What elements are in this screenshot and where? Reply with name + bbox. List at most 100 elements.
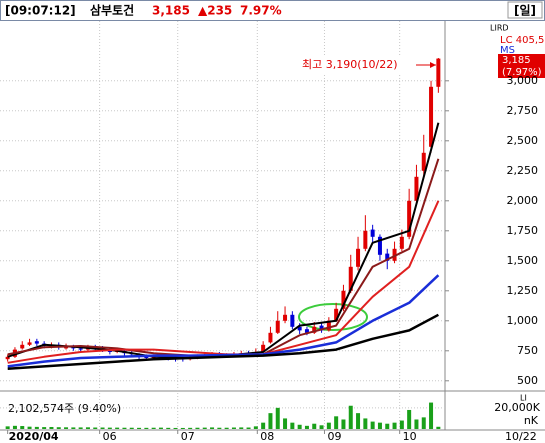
volume-bar <box>304 425 309 429</box>
candle-body <box>356 248 361 267</box>
volume-bar <box>5 426 10 429</box>
volume-bar <box>334 416 339 429</box>
volume-bar <box>275 407 280 429</box>
lc-label: LC 405,5 <box>500 35 544 46</box>
volume-bar <box>312 423 317 429</box>
candle-body <box>334 308 339 321</box>
y-tick-label: 2,250 <box>507 164 539 177</box>
header-price: 3,185 <box>152 4 190 18</box>
moving-average <box>7 313 439 371</box>
candle-body <box>297 326 302 331</box>
volume-bar <box>202 427 207 429</box>
candle-body <box>399 236 404 249</box>
volume-bar <box>180 427 185 429</box>
volume-bar <box>56 427 61 429</box>
candle-body <box>348 266 353 291</box>
volume-bar <box>392 422 397 429</box>
volume-bar <box>166 427 171 429</box>
period-label[interactable]: [일] <box>514 4 536 18</box>
candle-body <box>312 326 317 333</box>
volume-box-label: LI <box>520 394 527 403</box>
badge-price: 3,185 <box>502 55 531 66</box>
indicator-label: LIRD <box>490 24 509 33</box>
volume-bar <box>399 420 404 429</box>
x-tick-label: 07 <box>181 430 195 443</box>
y-tick-label: 750 <box>517 344 538 357</box>
volume-bar <box>224 427 229 429</box>
header-change: ▲235 <box>198 4 232 18</box>
volume-bar <box>137 427 142 429</box>
volume-bar <box>348 405 353 429</box>
volume-bar <box>363 418 368 429</box>
volume-bar <box>78 427 83 429</box>
volume-bar <box>370 421 375 429</box>
volume-bar <box>144 427 149 429</box>
period-button[interactable] <box>507 1 543 19</box>
volume-bar <box>341 419 346 429</box>
volume-bar <box>421 417 426 429</box>
y-tick-label: 500 <box>517 374 538 387</box>
x-tick-label: 10 <box>403 430 417 443</box>
volume-bar <box>34 426 39 429</box>
volume-bar <box>27 426 32 429</box>
annotation: 최고 3,190(10/22) <box>302 58 398 71</box>
volume-bar <box>64 427 69 429</box>
candle-body <box>429 86 434 147</box>
volume-bar <box>246 427 251 429</box>
candle-body <box>290 314 295 327</box>
y-tick-label: 1,000 <box>507 314 539 327</box>
volume-bar <box>253 426 258 429</box>
header-change-pct: 7.97% <box>240 4 282 18</box>
candle-body <box>414 176 419 201</box>
volume-bar <box>122 427 127 429</box>
candle-body <box>407 200 412 237</box>
candle-body <box>421 152 426 171</box>
volume-bar <box>85 427 90 429</box>
volume-bar <box>239 427 244 429</box>
candle-body <box>261 344 266 352</box>
volume-bar <box>107 427 112 429</box>
candle-body <box>319 325 324 331</box>
annotation-arrowhead <box>430 62 436 68</box>
highlight-ellipse <box>298 303 368 331</box>
x-tick-label: 09 <box>327 430 341 443</box>
volume-bar <box>297 424 302 429</box>
volume-bar <box>407 409 412 429</box>
volume-bar <box>158 427 163 429</box>
volume-bar <box>151 427 156 429</box>
volume-bar <box>283 418 288 429</box>
volume-bar <box>326 422 331 429</box>
y-tick-label: 1,750 <box>507 224 539 237</box>
candle-body <box>268 332 273 343</box>
volume-bar <box>290 422 295 429</box>
volume-bar <box>93 427 98 429</box>
candle-body <box>20 344 25 349</box>
volume-bar <box>377 422 382 429</box>
price-badge <box>498 54 545 78</box>
candle-body <box>304 329 309 333</box>
volume-bar <box>100 427 105 429</box>
volume-bar <box>356 413 361 429</box>
volume-label: 2,102,574주 (9.40%) <box>8 402 121 415</box>
volume-unit: nK <box>524 414 539 427</box>
candle-body <box>144 356 149 358</box>
y-tick-label: 2,500 <box>507 134 539 147</box>
candle-body <box>341 290 346 309</box>
volume-bar <box>268 413 273 429</box>
candle-body <box>377 236 382 255</box>
volume-bar <box>71 427 76 429</box>
candle-body <box>5 356 10 360</box>
candle-body <box>326 320 331 331</box>
y-tick-label: 2,750 <box>507 104 539 117</box>
ms-label: MS <box>500 45 515 56</box>
header-name: 삼부토건 <box>90 3 134 18</box>
candle-body <box>370 229 375 237</box>
header-time: [09:07:12] <box>5 4 76 18</box>
y-tick-label: 2,000 <box>507 194 539 207</box>
volume-bar <box>217 427 222 429</box>
y-tick-label: 1,250 <box>507 284 539 297</box>
y-tick-label: 3,000 <box>507 74 539 87</box>
volume-bar <box>385 423 390 429</box>
last-date: 10/22 <box>505 430 537 443</box>
